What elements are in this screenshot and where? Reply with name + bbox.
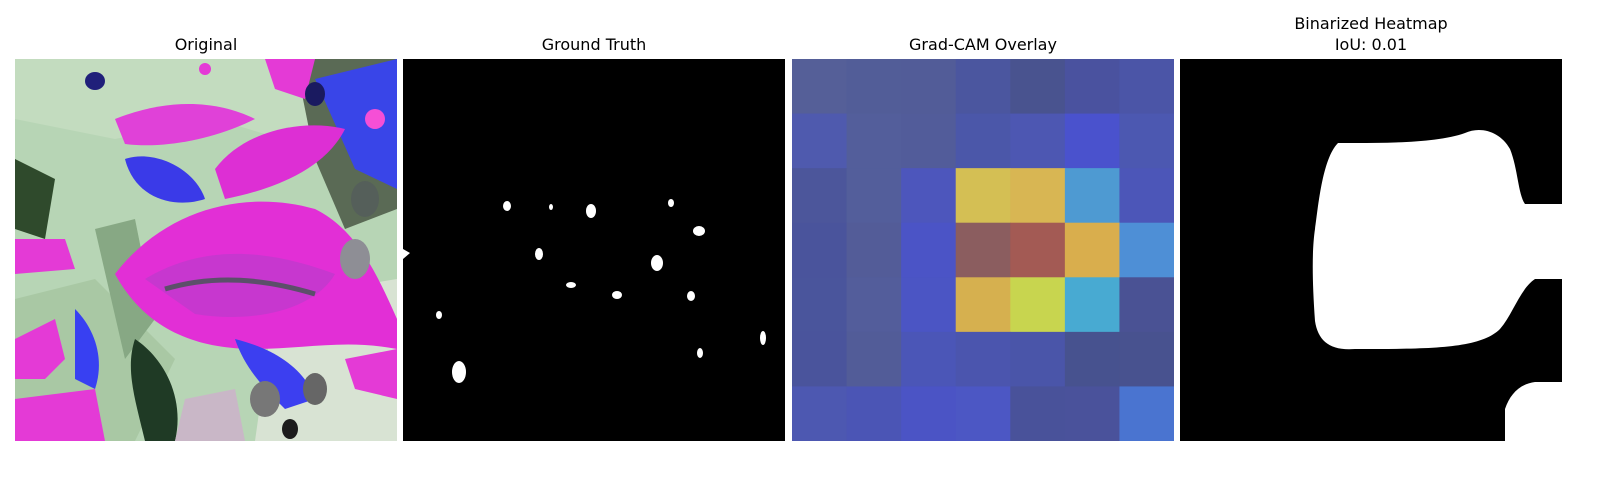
gradcam-cell [955, 277, 1011, 333]
gradcam-overlay-image [792, 59, 1174, 441]
gradcam-cell [1119, 113, 1174, 169]
gradcam-cell [792, 386, 848, 441]
gradcam-cell [1010, 222, 1066, 278]
gradcam-cell [901, 59, 957, 115]
gradcam-cell [955, 386, 1011, 441]
panel-title-binarized: Binarized Heatmap [1294, 14, 1448, 33]
gradcam-cell [1064, 277, 1120, 333]
gradcam-cell [1119, 331, 1174, 387]
gradcam-cell [846, 277, 902, 333]
gradcam-cell [901, 222, 957, 278]
gradcam-cell [1010, 168, 1066, 224]
gradcam-cell [901, 168, 957, 224]
gradcam-cell [846, 113, 902, 169]
panel-title-original: Original [174, 35, 238, 54]
gradcam-cell [1064, 386, 1120, 441]
gradcam-cell [1119, 59, 1174, 115]
gradcam-cell [901, 277, 957, 333]
gradcam-cell [955, 168, 1011, 224]
panel-original: Original [15, 0, 397, 500]
gradcam-cell [1064, 59, 1120, 115]
gradcam-cell [1010, 113, 1066, 169]
binarized-heatmap-mask [1180, 59, 1562, 441]
gradcam-cell [1064, 168, 1120, 224]
gradcam-cell [846, 222, 902, 278]
gradcam-cell [1119, 277, 1174, 333]
gradcam-cell [792, 168, 848, 224]
panel-ground-truth: Ground Truth [403, 0, 785, 500]
gradcam-cell [1064, 222, 1120, 278]
gradcam-cell [792, 59, 848, 115]
panel-title-gradcam: Grad-CAM Overlay [909, 35, 1057, 54]
gradcam-cell [1119, 222, 1174, 278]
gradcam-cell [1119, 168, 1174, 224]
panel-title-ground-truth: Ground Truth [541, 35, 647, 54]
gradcam-cell [1119, 386, 1174, 441]
gradcam-cell [901, 331, 957, 387]
original-image [15, 59, 397, 441]
gradcam-cell [792, 222, 848, 278]
panel-gradcam-overlay: Grad-CAM Overlay [792, 0, 1174, 500]
iou-score: IoU: 0.01 [1334, 35, 1408, 54]
gradcam-cell [846, 168, 902, 224]
gradcam-cell [792, 113, 848, 169]
gradcam-cell [1064, 113, 1120, 169]
gradcam-cell [1010, 331, 1066, 387]
gradcam-cell [846, 386, 902, 441]
gradcam-cell [1010, 277, 1066, 333]
gradcam-cell [792, 331, 848, 387]
gradcam-cell [1010, 59, 1066, 115]
ground-truth-mask [403, 59, 785, 441]
gradcam-cell [955, 331, 1011, 387]
gradcam-cell [955, 222, 1011, 278]
gradcam-cell [955, 113, 1011, 169]
gradcam-cell [846, 331, 902, 387]
gradcam-cell [792, 277, 848, 333]
gradcam-cell [901, 386, 957, 441]
gradcam-cell [901, 113, 957, 169]
gradcam-cell [955, 59, 1011, 115]
gradcam-cell [1064, 331, 1120, 387]
panel-binarized-heatmap: Binarized Heatmap IoU: 0.01 [1180, 0, 1562, 500]
gradcam-cell [846, 59, 902, 115]
gradcam-cell [1010, 386, 1066, 441]
